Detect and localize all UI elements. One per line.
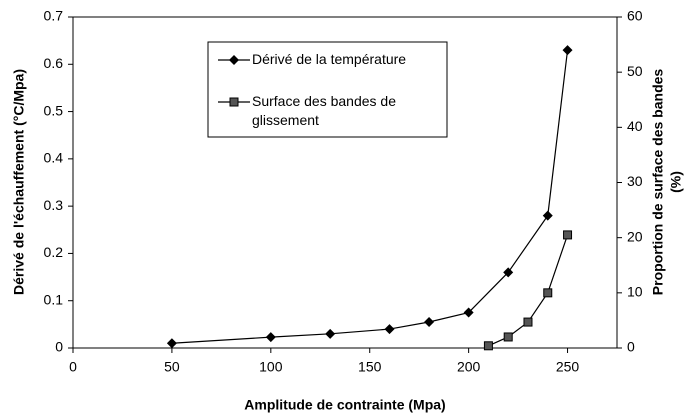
- y2-tick-label: 20: [627, 228, 643, 244]
- point: [563, 230, 573, 240]
- x-tick-label: 250: [556, 359, 580, 375]
- legend-box: [207, 41, 448, 138]
- point: [542, 210, 553, 221]
- point: [424, 316, 435, 327]
- series-line: [488, 234, 569, 347]
- point: [503, 332, 513, 342]
- y2-axis-label: Proportion de surface des bandes: [650, 69, 666, 296]
- point: [265, 332, 276, 343]
- y-tick-label: 0.6: [44, 55, 64, 71]
- y-tick-label: 0.2: [44, 244, 64, 260]
- y-tick-label: 0.7: [44, 8, 64, 24]
- point: [523, 317, 533, 327]
- legend-label: Dérivé de la température: [252, 51, 407, 67]
- x-tick-label: 100: [259, 359, 283, 375]
- point: [562, 45, 573, 56]
- point: [483, 341, 493, 351]
- y-axis-label: Dérivé de l'échauffement (°C/Mpa): [11, 69, 27, 295]
- legend-entry: Surface des bandes de glissement: [252, 93, 396, 128]
- y-tick-label: 0.4: [44, 150, 64, 166]
- legend-marker: [229, 55, 239, 65]
- y-tick-label: 0.3: [44, 197, 64, 213]
- y2-tick-label: 0: [627, 339, 635, 355]
- x-tick-label: 150: [358, 359, 382, 375]
- y2-tick-label: 50: [627, 63, 643, 79]
- point: [463, 307, 474, 318]
- y2-tick-label: 60: [627, 8, 643, 24]
- legend-label: Surface des bandes de glissement: [252, 93, 396, 128]
- point: [503, 267, 514, 278]
- legend-entry: Dérivé de la température: [252, 51, 407, 67]
- y2-axis-label: (%): [668, 171, 684, 193]
- point: [384, 324, 395, 335]
- x-tick-label: 50: [164, 359, 180, 375]
- point: [166, 338, 177, 349]
- y2-tick-label: 40: [627, 118, 643, 134]
- point: [325, 328, 336, 339]
- point: [543, 288, 553, 298]
- y2-tick-label: 30: [627, 173, 643, 189]
- y2-tick-label: 10: [627, 284, 643, 300]
- x-tick-label: 0: [69, 359, 77, 375]
- y-tick-label: 0.5: [44, 102, 64, 118]
- x-axis-label: Amplitude de contrainte (Mpa): [244, 397, 445, 413]
- legend-marker: [229, 97, 239, 107]
- y-tick-label: 0.1: [44, 291, 64, 307]
- y-tick-label: 0: [55, 339, 63, 355]
- x-tick-label: 200: [457, 359, 481, 375]
